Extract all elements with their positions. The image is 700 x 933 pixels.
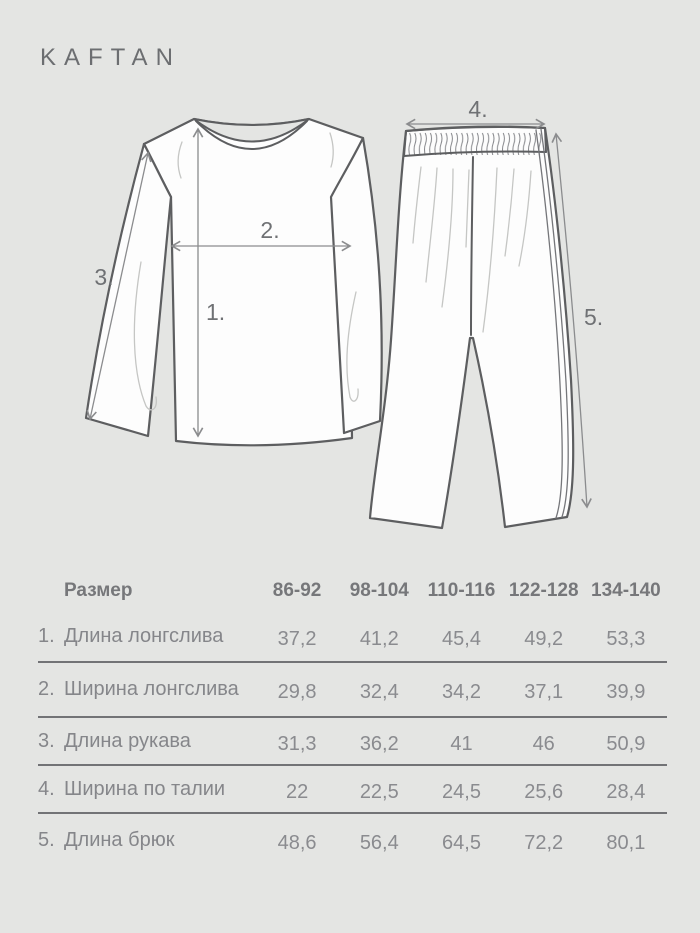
value-cell: 56,4 [359,831,399,854]
size-header-label: Размер [64,580,133,601]
value-cell: 49,2 [524,628,564,650]
row-number: 4. [38,777,55,800]
value-cell: 37,2 [277,628,317,650]
size-column-header: 134-140 [591,580,661,601]
value-cell: 53,3 [606,628,646,650]
table-row: 4. Ширина по талии 22 22,5 24,5 25,6 28,… [38,766,667,814]
row-label: Ширина по талии [64,777,226,800]
dimension-arrow-5 [551,132,592,509]
pants-drawing [368,125,575,530]
dimension-lines: 1. 2. 3. 4. 5. [86,96,603,509]
collar [193,118,310,150]
value-cell: 28,4 [606,780,646,803]
pants-creases [412,166,532,333]
value-cell: 36,2 [359,732,399,755]
dimension-label-2: 2. [260,217,279,243]
value-cell: 50,9 [606,732,646,755]
shirt-drawing [84,117,383,447]
dimension-arrow-3 [86,151,152,421]
value-cell: 46 [532,732,555,755]
value-cell: 37,1 [524,681,564,703]
value-cell: 72,2 [524,831,564,854]
row-number: 2. [38,678,55,700]
row-number: 5. [38,828,55,851]
value-cell: 39,9 [606,681,646,703]
table-row: 2. Ширина лонгслива 29,8 32,4 34,2 37,1 … [38,663,667,718]
dimension-label-3: 3. [94,264,113,290]
value-cell: 25,6 [524,780,564,803]
row-label: Длина рукава [64,729,191,752]
shirt-body [142,117,365,447]
size-table: Размер 86-92 98-104 110-116 122-128 134-… [38,570,667,866]
value-cell: 48,6 [277,831,317,854]
pants-center-seam [470,156,474,336]
size-column-header: 122-128 [508,580,579,601]
value-cell: 41,2 [359,628,399,650]
brand-logo: KAFTAN [40,44,181,71]
dimension-label-4: 4. [468,96,487,122]
elastic-waistband [403,126,547,157]
value-cell: 64,5 [442,831,481,854]
value-cell: 29,8 [277,681,317,703]
row-label: Ширина лонгслива [64,678,239,700]
value-cell: 41 [450,732,473,755]
row-label: Длина лонгслива [64,625,224,647]
size-column-header: 86-92 [272,580,322,601]
table-row: 1. Длина лонгслива 37,2 41,2 45,4 49,2 5… [38,612,667,663]
dimension-label-5: 5. [584,304,603,330]
value-cell: 22 [285,780,309,803]
row-number: 3. [38,729,55,752]
size-column-header: 98-104 [349,580,409,601]
row-label: Длина брюк [64,828,175,851]
value-cell: 45,4 [442,628,481,650]
size-header-row: Размер 86-92 98-104 110-116 122-128 134-… [38,570,667,612]
row-number: 1. [38,625,55,647]
value-cell: 31,3 [277,732,317,755]
size-diagram: 1. 2. 3. 4. 5. [84,96,603,530]
value-cell: 34,2 [442,681,481,703]
value-cell: 80,1 [606,831,646,854]
value-cell: 24,5 [442,780,481,803]
value-cell: 22,5 [359,780,399,803]
table-row: 3. Длина рукава 31,3 36,2 41 46 50,9 [38,718,667,766]
shirt-right-sleeve [329,136,383,435]
size-column-header: 110-116 [427,580,496,601]
dimension-label-1: 1. [206,299,225,325]
table-row: 5. Длина брюк 48,6 56,4 64,5 72,2 80,1 [38,814,667,866]
value-cell: 32,4 [359,681,399,703]
shirt-left-sleeve [84,142,173,438]
